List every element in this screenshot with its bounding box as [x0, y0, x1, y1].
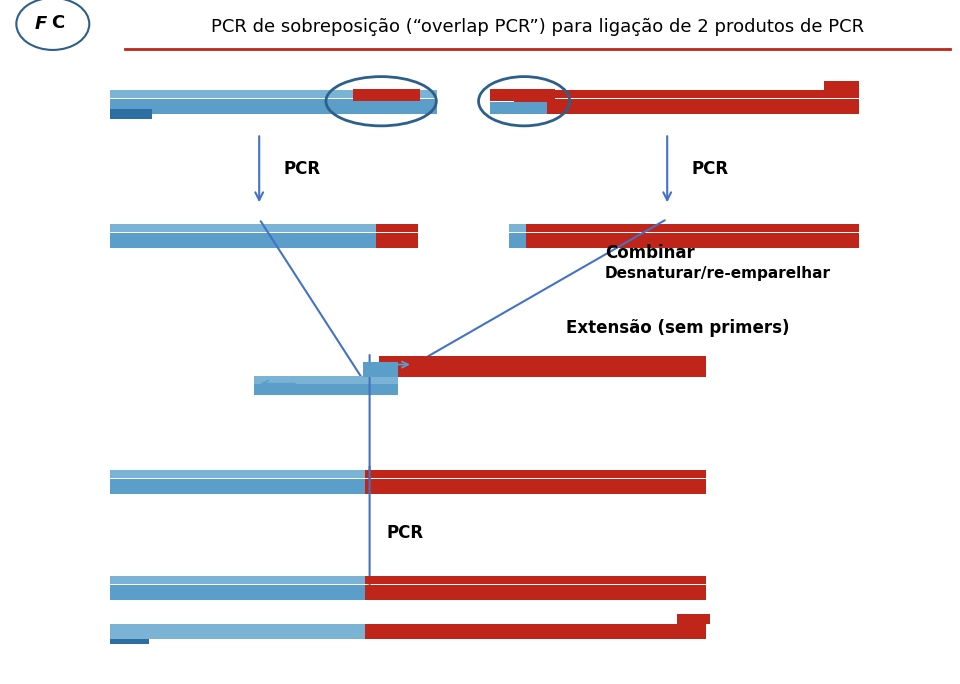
Text: PCR: PCR [283, 160, 321, 179]
Bar [677, 614, 710, 624]
Bar [110, 624, 701, 639]
Bar [365, 576, 706, 584]
Text: PCR: PCR [691, 160, 729, 179]
Text: PCR de sobreposição (“overlap PCR”) para ligação de 2 produtos de PCR: PCR de sobreposição (“overlap PCR”) para… [211, 18, 864, 36]
Bar [110, 90, 437, 98]
Bar [363, 362, 398, 377]
Bar [365, 585, 706, 600]
Bar [514, 90, 859, 98]
Bar [376, 233, 418, 248]
Bar [514, 99, 859, 114]
Bar [376, 224, 418, 232]
Text: Combinar: Combinar [605, 244, 694, 262]
Bar [490, 102, 547, 114]
Bar [110, 479, 701, 494]
Bar [254, 376, 398, 384]
Bar [490, 89, 555, 101]
Bar [353, 89, 420, 101]
Bar [509, 233, 545, 248]
Bar [365, 479, 706, 494]
Bar [365, 470, 706, 478]
Bar [824, 81, 859, 90]
Bar [110, 576, 701, 584]
Bar [526, 224, 859, 232]
Text: PCR: PCR [387, 524, 424, 542]
Bar [365, 624, 706, 639]
Bar [526, 233, 859, 248]
Bar [344, 102, 413, 114]
Bar [110, 635, 149, 644]
Bar [110, 585, 701, 600]
Bar [110, 470, 701, 478]
Bar [110, 99, 437, 114]
Text: Desnaturar/re-emparelhar: Desnaturar/re-emparelhar [605, 266, 830, 281]
Bar [110, 109, 152, 119]
Bar [254, 380, 398, 395]
Text: F: F [35, 15, 46, 33]
Text: C: C [51, 14, 64, 31]
Bar [379, 356, 706, 365]
Bar [110, 233, 413, 248]
Bar [110, 224, 413, 232]
Bar [509, 224, 545, 232]
Text: Extensão (sem primers): Extensão (sem primers) [566, 319, 790, 337]
Bar [379, 362, 706, 377]
